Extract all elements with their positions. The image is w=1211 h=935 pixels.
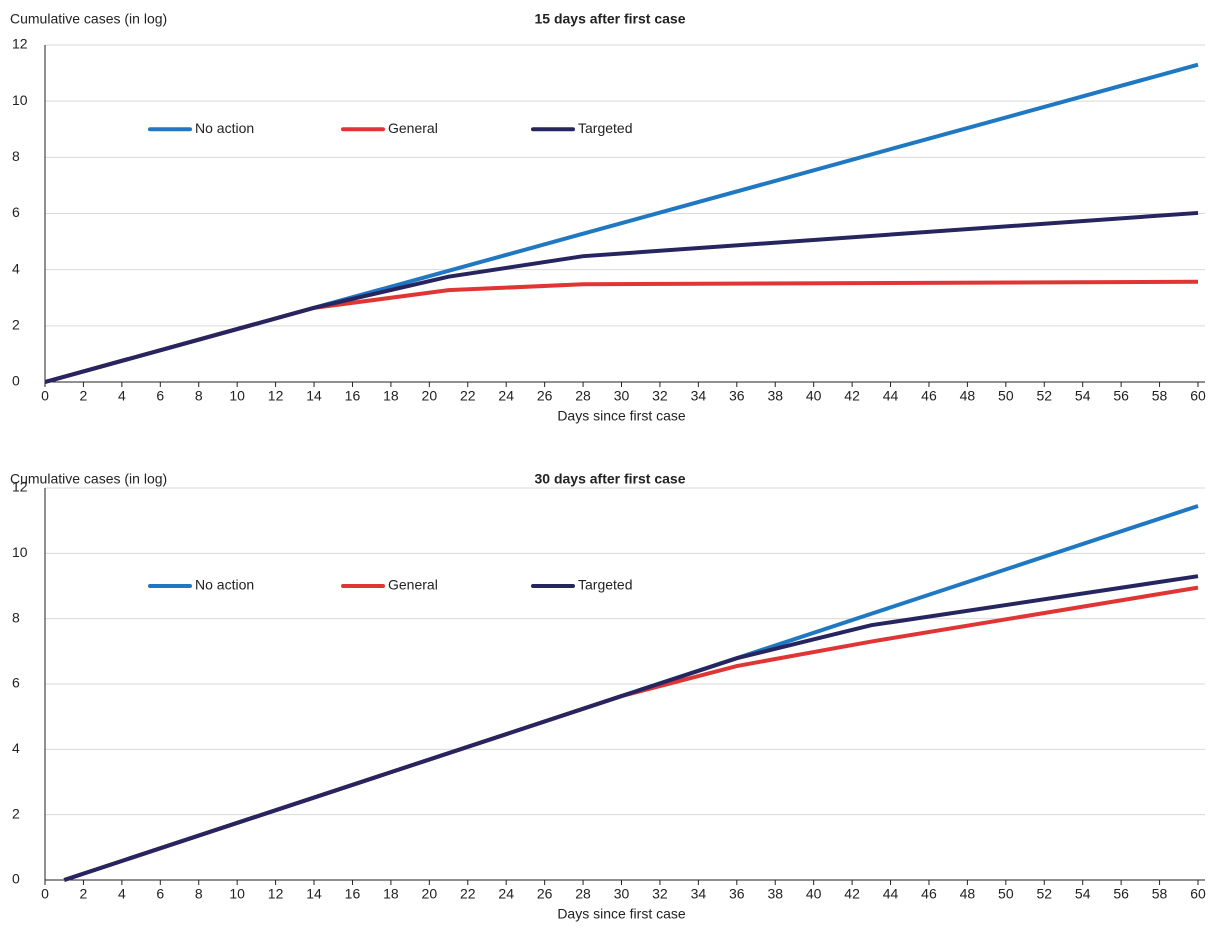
x-tick-label: 60	[1190, 886, 1206, 902]
legend-label: General	[388, 120, 438, 136]
series-line	[63, 574, 1199, 882]
x-tick-label: 30	[614, 388, 630, 404]
y-tick-label: 12	[12, 36, 28, 52]
x-tick-label: 6	[156, 886, 164, 902]
y-axis-label: Cumulative cases (in log)	[10, 11, 167, 27]
x-tick-label: 24	[498, 886, 514, 902]
x-tick-label: 10	[229, 388, 245, 404]
legend-label: No action	[195, 577, 254, 593]
y-tick-label: 0	[12, 373, 20, 389]
y-tick-label: 2	[12, 317, 20, 333]
x-tick-label: 58	[1152, 388, 1168, 404]
x-tick-label: 12	[268, 886, 284, 902]
x-tick-label: 28	[575, 886, 591, 902]
y-axis-label: Cumulative cases (in log)	[10, 471, 167, 487]
x-tick-label: 28	[575, 388, 591, 404]
x-tick-label: 34	[691, 886, 707, 902]
y-tick-label: 2	[12, 805, 20, 821]
y-tick-label: 10	[12, 92, 28, 108]
legend-label: Targeted	[578, 577, 632, 593]
x-tick-label: 4	[118, 886, 126, 902]
series-line	[63, 585, 1199, 882]
x-tick-label: 26	[537, 388, 553, 404]
x-tick-label: 14	[306, 886, 322, 902]
x-tick-label: 10	[229, 886, 245, 902]
x-tick-label: 0	[41, 388, 49, 404]
x-axis-label: Days since first case	[557, 408, 686, 424]
x-tick-label: 18	[383, 886, 399, 902]
x-tick-label: 60	[1190, 388, 1206, 404]
x-tick-label: 38	[767, 886, 783, 902]
x-tick-label: 4	[118, 388, 126, 404]
x-tick-label: 48	[960, 388, 976, 404]
y-tick-label: 6	[12, 675, 20, 691]
y-tick-label: 10	[12, 544, 28, 560]
x-tick-label: 40	[806, 388, 822, 404]
x-tick-label: 16	[345, 886, 361, 902]
x-tick-label: 0	[41, 886, 49, 902]
x-tick-label: 56	[1113, 886, 1129, 902]
x-tick-label: 50	[998, 886, 1014, 902]
x-tick-label: 32	[652, 886, 668, 902]
x-tick-label: 20	[422, 886, 438, 902]
x-tick-label: 38	[767, 388, 783, 404]
x-tick-label: 6	[156, 388, 164, 404]
y-tick-label: 8	[12, 609, 20, 625]
x-tick-label: 58	[1152, 886, 1168, 902]
chart-title: 15 days after first case	[535, 11, 686, 27]
x-tick-label: 22	[460, 886, 476, 902]
chart-title: 30 days after first case	[535, 471, 686, 487]
x-tick-label: 12	[268, 388, 284, 404]
series-line	[44, 279, 1199, 384]
x-tick-label: 42	[844, 388, 860, 404]
x-tick-label: 2	[80, 388, 88, 404]
x-tick-label: 52	[1036, 388, 1052, 404]
x-tick-label: 48	[960, 886, 976, 902]
legend-label: No action	[195, 120, 254, 136]
y-tick-label: 4	[12, 740, 20, 756]
x-tick-label: 8	[195, 886, 203, 902]
x-tick-label: 20	[422, 388, 438, 404]
x-tick-label: 46	[921, 388, 937, 404]
y-tick-label: 0	[12, 871, 20, 887]
x-tick-label: 54	[1075, 886, 1091, 902]
x-tick-label: 8	[195, 388, 203, 404]
series-line	[44, 210, 1199, 384]
x-tick-label: 18	[383, 388, 399, 404]
x-tick-label: 44	[883, 886, 899, 902]
x-tick-label: 40	[806, 886, 822, 902]
x-tick-label: 16	[345, 388, 361, 404]
legend-label: Targeted	[578, 120, 632, 136]
x-tick-label: 52	[1036, 886, 1052, 902]
x-tick-label: 54	[1075, 388, 1091, 404]
y-tick-label: 8	[12, 148, 20, 164]
x-tick-label: 14	[306, 388, 322, 404]
x-tick-label: 36	[729, 388, 745, 404]
y-tick-label: 12	[12, 479, 28, 495]
x-tick-label: 2	[80, 886, 88, 902]
x-tick-label: 30	[614, 886, 630, 902]
x-axis-label: Days since first case	[557, 906, 686, 922]
x-tick-label: 50	[998, 388, 1014, 404]
x-tick-label: 34	[691, 388, 707, 404]
x-tick-label: 42	[844, 886, 860, 902]
legend-label: General	[388, 577, 438, 593]
y-tick-label: 6	[12, 204, 20, 220]
x-tick-label: 36	[729, 886, 745, 902]
y-tick-label: 4	[12, 260, 20, 276]
x-tick-label: 32	[652, 388, 668, 404]
x-tick-label: 44	[883, 388, 899, 404]
x-tick-label: 26	[537, 886, 553, 902]
x-tick-label: 46	[921, 886, 937, 902]
x-tick-label: 22	[460, 388, 476, 404]
x-tick-label: 56	[1113, 388, 1129, 404]
x-tick-label: 24	[498, 388, 514, 404]
